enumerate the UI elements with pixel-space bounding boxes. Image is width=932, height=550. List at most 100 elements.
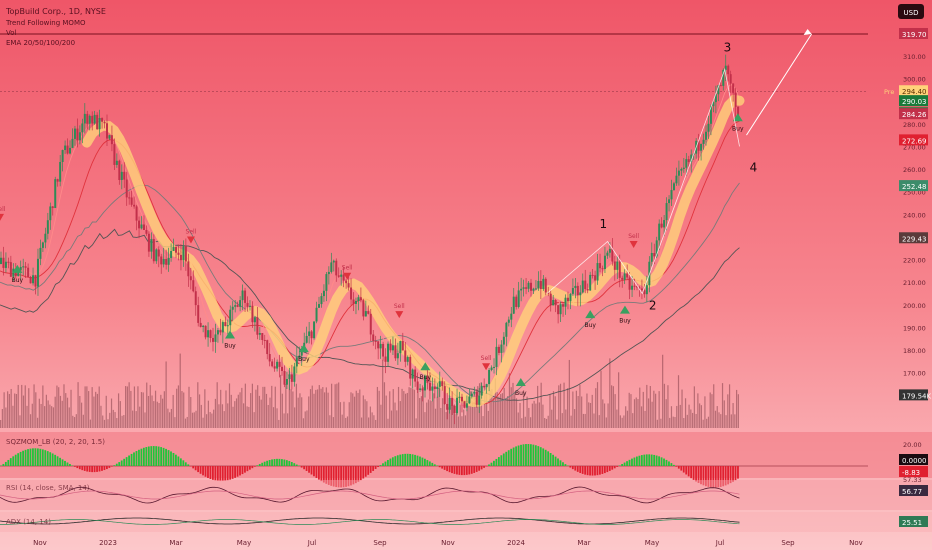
candle bbox=[261, 333, 264, 340]
sqzmom-bar bbox=[359, 466, 362, 481]
volume-bar bbox=[334, 384, 336, 428]
candle bbox=[421, 388, 424, 391]
rsi-value-tag bbox=[899, 485, 928, 496]
sqzmom-bar bbox=[391, 457, 394, 466]
sqzmom-bar bbox=[46, 451, 49, 466]
candle bbox=[690, 154, 693, 163]
candle bbox=[618, 261, 621, 278]
x-tick-label: Jul bbox=[307, 539, 317, 547]
sqzmom-bar bbox=[618, 465, 621, 466]
sqzmom-bar bbox=[557, 458, 559, 466]
candle bbox=[665, 203, 668, 221]
sqzmom-bar bbox=[71, 465, 74, 466]
candle bbox=[717, 85, 720, 95]
sqzmom-bar bbox=[539, 447, 542, 466]
volume-bar bbox=[288, 366, 290, 428]
volume-bar bbox=[248, 406, 250, 428]
sqzmom-bar bbox=[682, 466, 685, 473]
candle bbox=[76, 128, 79, 141]
candle bbox=[702, 139, 705, 144]
volume-bar bbox=[107, 419, 109, 428]
volume-bar bbox=[494, 378, 496, 428]
candle bbox=[268, 354, 271, 362]
sqzmom-bar bbox=[204, 466, 207, 477]
candle bbox=[192, 280, 195, 292]
volume-bar bbox=[605, 417, 607, 428]
candle bbox=[737, 106, 740, 119]
volume-bar bbox=[36, 417, 39, 428]
volume-bar bbox=[545, 418, 548, 428]
candle bbox=[130, 197, 133, 205]
volume-bar bbox=[230, 394, 232, 428]
volume-bar bbox=[88, 391, 90, 428]
candle bbox=[608, 248, 611, 253]
candle bbox=[463, 401, 466, 408]
sell-signal-label: Sell bbox=[394, 303, 405, 310]
volume-bar bbox=[167, 408, 169, 428]
rsi-label: RSI (14, close, SMA, 14) bbox=[6, 484, 90, 492]
volume-bar bbox=[274, 386, 276, 428]
candle bbox=[145, 229, 148, 234]
volume-bar bbox=[279, 374, 282, 428]
rsi-pane-bg bbox=[0, 480, 932, 510]
candle bbox=[645, 285, 648, 295]
volume-bar bbox=[186, 416, 188, 428]
candle bbox=[22, 266, 25, 268]
candle bbox=[505, 322, 508, 337]
volume-bar bbox=[716, 406, 718, 428]
rsi-ma-line bbox=[0, 490, 740, 500]
sqzmom-bar bbox=[340, 466, 342, 488]
volume-bar bbox=[147, 395, 150, 428]
sqzmom-bar bbox=[638, 455, 641, 466]
candle bbox=[44, 233, 47, 243]
volume-bar bbox=[364, 399, 366, 428]
volume-bar bbox=[7, 391, 9, 428]
adx-label: ADX (14, 14) bbox=[6, 518, 51, 526]
sqzmom-bar bbox=[717, 466, 720, 488]
buy-signal-marker bbox=[12, 264, 23, 273]
candle bbox=[9, 262, 12, 277]
candle bbox=[354, 300, 357, 304]
candle bbox=[34, 275, 37, 287]
sqzmom-bar bbox=[552, 454, 554, 466]
volume-bar bbox=[121, 415, 123, 428]
sqzmom-bar bbox=[73, 466, 76, 467]
di-line bbox=[0, 519, 740, 525]
sqzmom-bar bbox=[293, 463, 296, 466]
volume-bar bbox=[686, 414, 688, 428]
sqzmom-bar bbox=[179, 458, 182, 466]
currency-button[interactable]: USD bbox=[898, 4, 924, 19]
candle bbox=[443, 386, 446, 404]
sqzmom-bar bbox=[354, 466, 357, 484]
sqzmom-bar bbox=[606, 466, 609, 473]
volume-bar bbox=[595, 388, 597, 428]
volume-bar bbox=[295, 383, 298, 428]
sell-signal-marker bbox=[629, 241, 638, 249]
x-tick-label: Jul bbox=[715, 539, 725, 547]
sqzmom-bar bbox=[61, 459, 64, 466]
volume-bar bbox=[510, 387, 512, 428]
sqzmom-bar bbox=[574, 466, 577, 471]
sell-signal-marker bbox=[343, 272, 352, 280]
candle bbox=[566, 297, 569, 302]
candle bbox=[490, 367, 493, 370]
candle bbox=[54, 179, 57, 208]
candle bbox=[507, 319, 510, 323]
sqzmom-bar bbox=[231, 466, 234, 479]
sqzmom-bar bbox=[663, 458, 665, 466]
volume-bar bbox=[669, 417, 671, 428]
candle bbox=[552, 299, 555, 306]
volume-bar bbox=[297, 397, 299, 428]
volume-bar bbox=[647, 398, 650, 428]
volume-bar bbox=[177, 385, 180, 428]
candle bbox=[571, 288, 574, 294]
volume-bar bbox=[406, 392, 408, 428]
candle bbox=[451, 398, 454, 406]
candle bbox=[337, 275, 340, 277]
volume-bar bbox=[577, 396, 579, 428]
candle bbox=[86, 113, 89, 124]
candle bbox=[468, 396, 471, 404]
volume-bar bbox=[554, 396, 556, 428]
candle bbox=[631, 285, 634, 290]
sqzmom-bar bbox=[32, 448, 34, 466]
